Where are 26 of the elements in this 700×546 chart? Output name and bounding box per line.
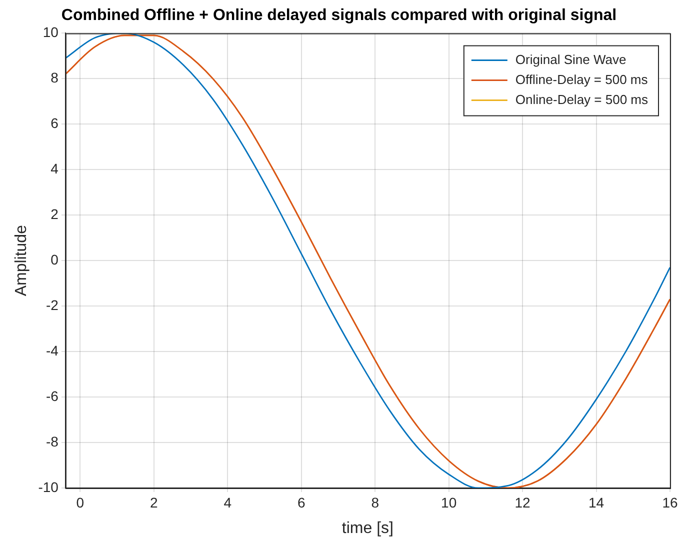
- y-tick-label: 0: [50, 251, 59, 268]
- x-tick-label: 12: [514, 494, 531, 510]
- x-tick-label: 10: [441, 494, 457, 510]
- y-tick-label: -2: [46, 296, 59, 313]
- x-tick-label: 14: [588, 494, 604, 510]
- x-tick-label: 8: [371, 494, 380, 510]
- y-tick-label: -8: [46, 433, 59, 450]
- chart-title: Combined Offline + Online delayed signals compared with original signal: [61, 7, 617, 24]
- legend-label: Offline-Delay = 500 ms: [515, 72, 648, 87]
- x-tick-label: 4: [224, 494, 232, 510]
- legend-label: Online-Delay = 500 ms: [515, 92, 648, 107]
- y-axis-title: Amplitude: [13, 224, 30, 296]
- y-tick-label: 2: [50, 206, 59, 222]
- y-tick-label: 4: [50, 160, 59, 176]
- x-tick-label: 16: [662, 494, 678, 510]
- x-tick-label: 0: [76, 494, 84, 510]
- y-tick-label: 8: [50, 70, 59, 86]
- y-tick-label: -4: [46, 342, 59, 358]
- x-axis-title: time [s]: [342, 520, 394, 537]
- y-tick-label: -10: [38, 478, 59, 495]
- y-tick-label: -6: [46, 388, 59, 404]
- x-tick-label: 6: [297, 494, 306, 510]
- y-tick-label: 6: [50, 115, 59, 132]
- legend-label: Original Sine Wave: [515, 52, 626, 67]
- y-tick-label: 10: [42, 24, 59, 40]
- x-tick-label: 2: [150, 494, 158, 510]
